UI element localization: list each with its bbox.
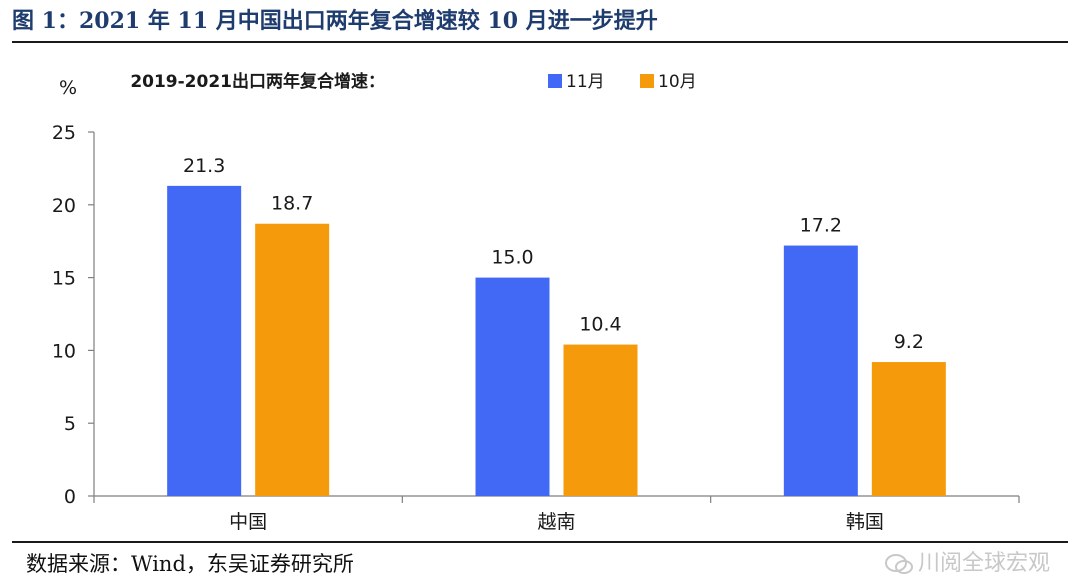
bar-nov [783,245,858,496]
bar-nov [475,277,550,496]
watermark-text: 川阅全球宏观 [917,551,1050,576]
title-rule [12,41,1068,43]
bar-value-label: 9.2 [894,331,924,353]
x-category-label: 越南 [537,511,575,533]
bar-value-label: 21.3 [183,155,225,177]
legend: 2019-2021出口两年复合增速： 11月 10月 [130,71,696,92]
bar-value-label: 10.4 [579,314,621,336]
bar-nov [167,185,242,496]
bar-value-label: 17.2 [800,215,842,237]
legend-swatch-nov [548,74,562,88]
x-category-label: 中国 [229,511,267,533]
bar-oct [871,362,946,496]
figure-title: 图 1：2021 年 11 月中国出口两年复合增速较 10 月进一步提升 [12,8,658,34]
axes: 0 5 10 15 20 25 中国 越南 韩国 [52,122,1020,533]
bars: 21.3 18.7 15.0 10.4 17.2 9.2 [167,155,946,496]
legend-label-oct: 10月 [658,72,697,92]
bar-value-label: 15.0 [491,247,533,269]
y-tick-label: 5 [64,413,76,435]
watermark: 川阅全球宏观 [884,548,1050,580]
source-rule [12,541,1068,543]
bar-value-label: 18.7 [271,193,313,215]
y-tick-label: 20 [52,195,76,217]
chart-title: 2019-2021出口两年复合增速： [130,71,385,92]
legend-label-nov: 11月 [566,72,605,92]
y-tick-label: 15 [52,268,76,290]
y-tick-label: 0 [64,486,76,508]
legend-swatch-oct [640,74,654,88]
x-category-label: 韩国 [846,511,884,533]
y-tick-label: 25 [52,122,76,144]
bar-chart: 2019-2021出口两年复合增速： 11月 10月 % 0 5 10 15 20 25 中… [52,71,1020,533]
wechat-icon [884,554,913,574]
bar-oct [255,223,330,496]
y-axis-unit: % [59,77,77,99]
source-note: 数据来源：Wind，东吴证券研究所 [26,552,354,576]
y-tick-label: 10 [52,340,76,362]
bar-oct [563,344,638,496]
